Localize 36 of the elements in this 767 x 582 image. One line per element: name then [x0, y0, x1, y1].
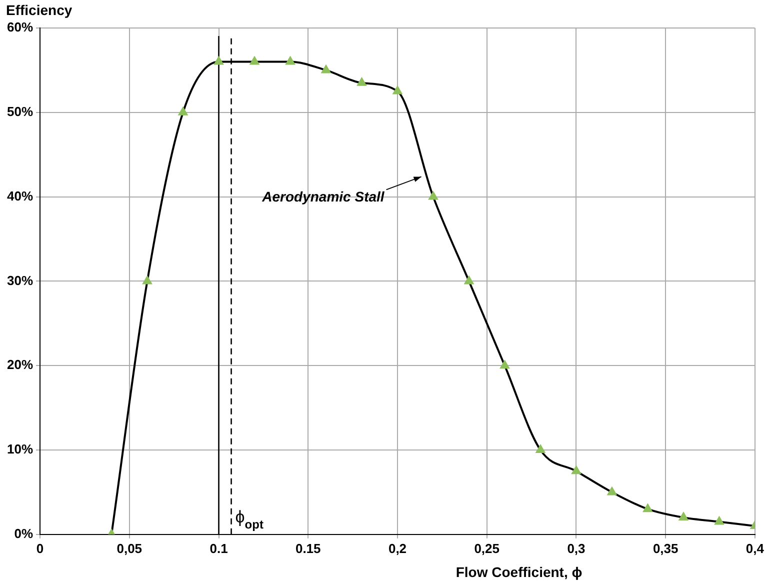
x-axis-title: Flow Coefficient, ϕ — [456, 564, 582, 580]
point — [536, 445, 545, 453]
x-tick-label: 0,25 — [474, 540, 500, 556]
point — [714, 516, 724, 525]
point — [322, 65, 330, 74]
y-tick-label: 60% — [6, 20, 34, 35]
point — [178, 107, 188, 116]
y-axis-title: Efficiency — [6, 2, 72, 18]
y-tick-label: 50% — [6, 104, 34, 119]
y-tick-label: 0% — [14, 526, 34, 541]
x-tick-label: 0,2 — [388, 540, 407, 556]
point — [428, 192, 438, 200]
y-tick-label: 10% — [6, 442, 34, 457]
x-tick-label: 0 — [36, 540, 44, 556]
point — [643, 504, 652, 512]
point — [286, 56, 295, 65]
point — [608, 487, 616, 496]
point — [357, 78, 366, 86]
x-tick-label: 0,35 — [652, 540, 678, 556]
y-tick-label: 40% — [6, 188, 34, 204]
point — [214, 56, 224, 65]
y-tick-label: 30% — [6, 272, 34, 288]
x-tick-label: 0.1 — [210, 540, 228, 556]
point — [500, 360, 510, 369]
annotation: Aerodynamic Stall — [261, 188, 386, 205]
x-tick-label: 0,05 — [116, 540, 142, 556]
y-tick-label: 20% — [6, 357, 34, 372]
x-tick-label: 0.15 — [295, 540, 321, 556]
point — [250, 56, 259, 65]
point — [464, 276, 474, 284]
point — [393, 86, 402, 94]
point — [142, 276, 152, 284]
x-tick-label: 0,3 — [567, 540, 586, 556]
point — [572, 466, 581, 474]
point — [679, 512, 688, 521]
x-tick-label: 0,4 — [746, 540, 765, 556]
